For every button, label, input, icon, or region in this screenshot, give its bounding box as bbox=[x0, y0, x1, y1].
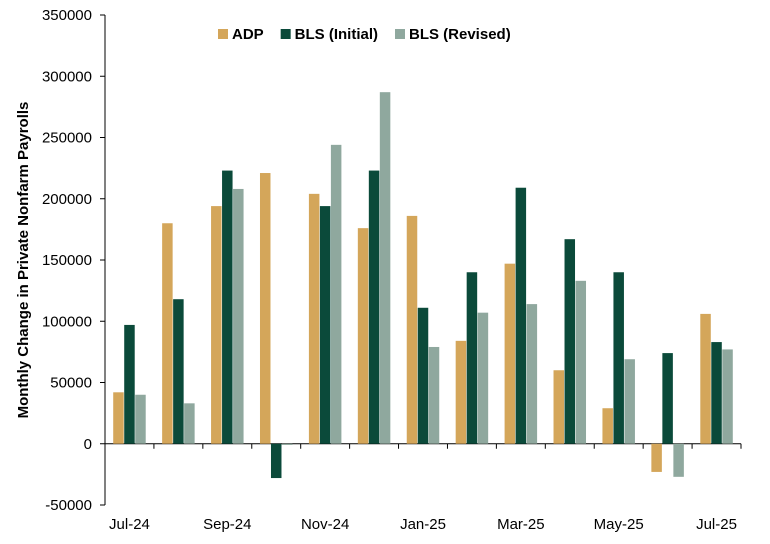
bar-bls-initial bbox=[613, 272, 624, 444]
bar-adp bbox=[602, 408, 613, 444]
bar-bls-initial bbox=[173, 299, 184, 444]
x-tick-label: Jul-25 bbox=[696, 516, 737, 533]
bar-bls-revised bbox=[575, 280, 587, 444]
bar-bls-revised bbox=[379, 92, 391, 444]
bar-adp bbox=[113, 392, 124, 444]
legend-swatch-bls-revised bbox=[395, 29, 405, 39]
legend-label-bls-revised: BLS (Revised) bbox=[409, 26, 511, 43]
legend-label-bls-initial: BLS (Initial) bbox=[295, 26, 378, 43]
x-tick-label: Jul-24 bbox=[109, 516, 150, 533]
y-tick-label: 350000 bbox=[42, 7, 92, 24]
bar-adp bbox=[357, 228, 369, 444]
bar-adp bbox=[455, 340, 467, 444]
bar-bls-initial bbox=[124, 324, 135, 444]
bar-bls-initial bbox=[466, 272, 478, 444]
x-tick-label: Jan-25 bbox=[400, 516, 446, 533]
bar-adp bbox=[700, 313, 711, 444]
x-tick-label: May-25 bbox=[594, 516, 644, 533]
legend-swatch-adp bbox=[218, 29, 228, 39]
bar-bls-revised bbox=[477, 312, 489, 444]
x-tick-label: Sep-24 bbox=[203, 516, 251, 533]
bar-bls-initial bbox=[222, 170, 233, 444]
bar-bls-initial bbox=[564, 239, 576, 444]
bar-adp bbox=[504, 263, 516, 444]
bar-adp bbox=[553, 370, 565, 444]
y-tick-label: 250000 bbox=[42, 130, 92, 147]
bar-bls-initial bbox=[662, 353, 673, 444]
x-tick-label: Nov-24 bbox=[301, 516, 349, 533]
y-tick-label: 100000 bbox=[42, 313, 92, 330]
bar-bls-revised bbox=[722, 349, 733, 444]
y-tick-label: 150000 bbox=[42, 252, 92, 269]
bar-adp bbox=[259, 173, 271, 444]
bar-bls-initial bbox=[368, 170, 380, 444]
bar-bls-revised bbox=[330, 144, 342, 444]
bar-bls-revised bbox=[428, 346, 440, 444]
y-tick-label: 200000 bbox=[42, 191, 92, 208]
bar-bls-revised bbox=[233, 188, 244, 444]
bar-bls-initial bbox=[319, 206, 331, 444]
bar-bls-initial bbox=[417, 307, 429, 444]
bar-adp bbox=[406, 215, 418, 444]
bar-adp bbox=[162, 223, 173, 444]
y-tick-label: -50000 bbox=[45, 497, 92, 514]
bar-bls-initial bbox=[270, 443, 282, 479]
y-tick-label: 0 bbox=[84, 436, 92, 453]
x-tick-label: Mar-25 bbox=[497, 516, 545, 533]
bar-adp bbox=[651, 443, 662, 472]
legend-swatch-bls-initial bbox=[280, 29, 291, 39]
y-tick-label: 300000 bbox=[42, 68, 92, 85]
bar-bls-revised bbox=[526, 304, 538, 444]
y-axis-title: Monthly Change in Private Nonfarm Payrol… bbox=[15, 102, 32, 419]
bar-adp bbox=[211, 206, 222, 444]
bar-bls-revised bbox=[624, 359, 635, 444]
y-tick-label: 50000 bbox=[50, 375, 92, 392]
bar-bls-initial bbox=[515, 187, 527, 444]
bar-bls-revised bbox=[184, 403, 195, 444]
bar-bls-initial bbox=[711, 342, 722, 444]
bar-bls-revised bbox=[281, 443, 293, 445]
bar-bls-revised bbox=[135, 394, 146, 444]
bar-bls-revised bbox=[673, 443, 684, 477]
bar-adp bbox=[308, 193, 320, 444]
legend-label-adp: ADP bbox=[232, 26, 264, 43]
